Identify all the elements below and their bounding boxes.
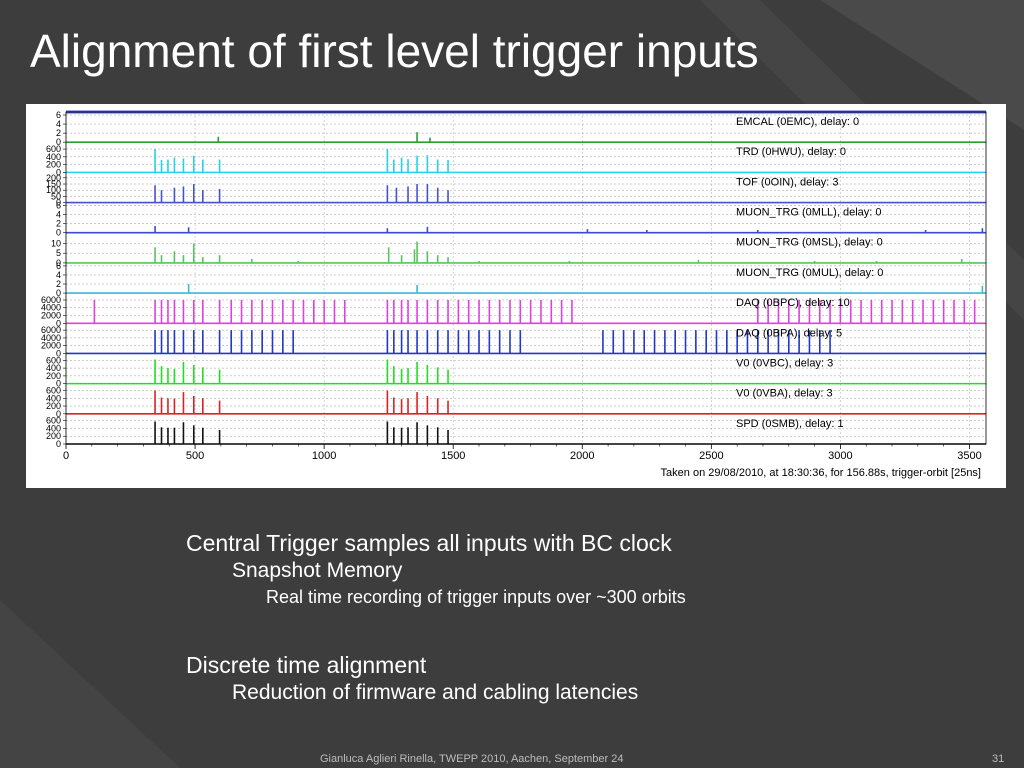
bullet-real-time-recording: Real time recording of trigger inputs ov… [266, 587, 686, 607]
x-tick-label: 3500 [957, 450, 981, 462]
series-label: MUON_TRG (0MSL), delay: 0 [736, 237, 883, 249]
y-tick-label: 2000 [41, 311, 61, 321]
y-tick-label: 0 [56, 439, 61, 449]
y-tick-label: 4 [56, 270, 61, 280]
y-tick-label: 400 [46, 393, 61, 403]
slide-title: Alignment of first level trigger inputs [30, 25, 759, 77]
y-tick-label: 600 [46, 416, 61, 426]
series-label: MUON_TRG (0MLL), delay: 0 [736, 207, 881, 219]
y-tick-label: 0 [56, 409, 61, 419]
y-tick-label: 0 [56, 318, 61, 328]
y-tick-label: 600 [46, 386, 61, 396]
y-tick-label: 600 [46, 355, 61, 365]
x-tick-label: 2000 [570, 450, 594, 462]
bullet-central-trigger: Central Trigger samples all inputs with … [186, 530, 672, 556]
footer-text: Gianluca Aglieri Rinella, TWEPP 2010, Aa… [320, 753, 624, 765]
trigger-snapshot-chart: 0 2 4 6 EMCAL (0EMC), delay: 0 0 200 400 600 TRD … [26, 104, 1006, 488]
y-tick-label: 0 [56, 258, 61, 268]
y-tick-label: 200 [46, 431, 61, 441]
y-tick-label: 6 [56, 201, 61, 211]
y-tick-label: 6 [56, 110, 61, 120]
series-label: V0 (0VBC), delay: 3 [736, 357, 833, 369]
y-tick-label: 2 [56, 219, 61, 229]
bullet-discrete-time-alignment: Discrete time alignment [186, 652, 427, 678]
y-tick-label: 0 [56, 167, 61, 177]
series-label: SPD (0SMB), delay: 1 [736, 418, 844, 430]
y-tick-label: 0 [56, 348, 61, 358]
x-tick-label: 0 [63, 450, 69, 462]
x-tick-label: 2500 [699, 450, 723, 462]
y-tick-label: 2 [56, 128, 61, 138]
x-tick-label: 500 [186, 450, 204, 462]
y-tick-label: 10 [51, 238, 61, 248]
y-tick-label: 6 [56, 261, 61, 271]
y-tick-label: 2 [56, 279, 61, 289]
y-tick-label: 100 [46, 185, 61, 195]
y-tick-label: 0 [56, 288, 61, 298]
y-tick-label: 0 [56, 379, 61, 389]
y-tick-label: 4000 [41, 333, 61, 343]
y-tick-label: 200 [46, 160, 61, 170]
slide-footer: Gianluca Aglieri Rinella, TWEPP 2010, Aa… [0, 753, 1024, 768]
y-tick-label: 6000 [41, 325, 61, 335]
series-label: DAQ (0BPA), delay: 5 [736, 327, 842, 339]
y-tick-label: 400 [46, 363, 61, 373]
series-label: EMCAL (0EMC), delay: 0 [736, 116, 859, 128]
y-tick-label: 400 [46, 423, 61, 433]
y-tick-label: 0 [56, 198, 61, 208]
series-label: DAQ (0BPC), delay: 10 [736, 297, 850, 309]
y-tick-label: 50 [51, 191, 61, 201]
x-tick-label: 3000 [828, 450, 852, 462]
x-tick-label: 1500 [441, 450, 465, 462]
y-tick-label: 6000 [41, 295, 61, 305]
chart-note: Taken on 29/08/2010, at 18:30:36, for 15… [661, 467, 981, 479]
y-tick-label: 200 [46, 371, 61, 381]
bullet-snapshot-memory: Snapshot Memory [232, 559, 403, 582]
x-tick-label: 1000 [312, 450, 336, 462]
page-number: 31 [992, 753, 1005, 765]
y-tick-label: 0 [56, 228, 61, 238]
y-tick-label: 5 [56, 248, 61, 258]
y-tick-label: 150 [46, 179, 61, 189]
series-label: MUON_TRG (0MUL), delay: 0 [736, 267, 883, 279]
y-tick-label: 200 [46, 173, 61, 183]
bullet-latency-reduction: Reduction of firmware and cabling latenc… [232, 681, 639, 704]
plot-frame [65, 111, 987, 445]
y-tick-label: 200 [46, 401, 61, 411]
y-tick-label: 400 [46, 152, 61, 162]
y-tick-label: 4000 [41, 303, 61, 313]
y-tick-label: 4 [56, 119, 61, 129]
bullet-list: Central Trigger samples all inputs with … [186, 530, 686, 705]
y-tick-label: 0 [56, 137, 61, 147]
series-label: TRD (0HWU), delay: 0 [736, 146, 846, 158]
series-label: V0 (0VBA), delay: 3 [736, 388, 833, 400]
y-tick-label: 2000 [41, 341, 61, 351]
y-tick-label: 4 [56, 210, 61, 220]
y-tick-label: 600 [46, 144, 61, 154]
series-label: TOF (0OIN), delay: 3 [736, 176, 839, 188]
